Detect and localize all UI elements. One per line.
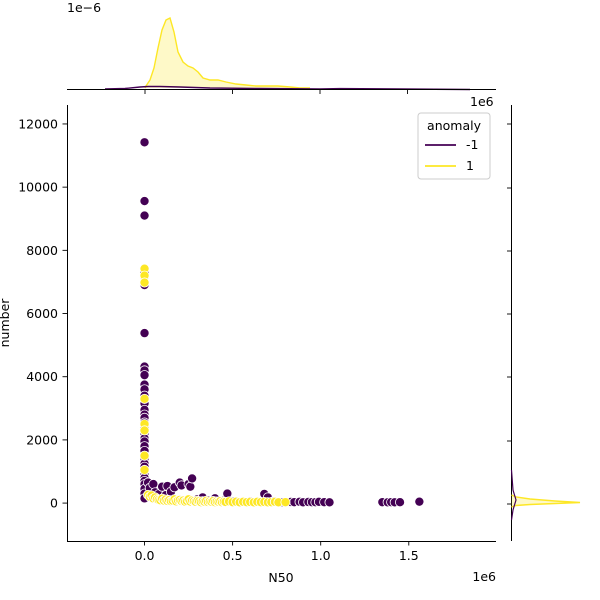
y-tick-label: 10000 <box>18 180 58 195</box>
y-tick-label: 8000 <box>26 243 58 258</box>
y-tick-label: 6000 <box>26 306 58 321</box>
scatter-point-anomaly-1 <box>139 450 150 461</box>
scatter-point-anomaly-neg1 <box>139 328 150 339</box>
kde-top-anomaly-1-line <box>144 16 310 89</box>
scatter-point-anomaly-1 <box>280 497 291 508</box>
y-tick-label: 0 <box>50 496 58 511</box>
right-marginal-kde: 1e6 <box>470 94 581 541</box>
scatter-point-anomaly-1 <box>139 464 150 475</box>
x-tick-label: 1.0 <box>311 548 331 563</box>
kde-top-anomaly-1-fill <box>145 18 310 88</box>
scatter-points <box>139 137 425 508</box>
scatter-point-anomaly-1 <box>139 393 150 404</box>
y-axis-label: number <box>0 298 12 348</box>
scatter-point-anomaly-neg1 <box>394 497 405 508</box>
scatter-point-anomaly-neg1 <box>185 481 196 492</box>
scatter-point-anomaly-neg1 <box>148 479 159 490</box>
right-offset-label: 1e6 <box>470 94 494 109</box>
x-axis-label: N50 <box>268 570 293 585</box>
scatter-point-anomaly-neg1 <box>139 210 150 221</box>
kde-right-anomaly-neg1-line <box>510 469 517 521</box>
y-tick-label: 12000 <box>18 116 58 131</box>
legend-label-neg1: -1 <box>466 137 478 152</box>
x-ticks: 0.0 0.5 1.0 1.5 <box>135 541 419 563</box>
kde-right-anomaly-1-line <box>511 494 581 508</box>
y-tick-label: 2000 <box>26 432 58 447</box>
legend-frame <box>417 112 491 180</box>
x-offset-label: 1e6 <box>472 569 496 584</box>
x-tick-label: 0.0 <box>135 548 155 563</box>
right-marginal-ticks <box>507 123 512 505</box>
scatter-point-anomaly-neg1 <box>187 473 198 484</box>
y-tick-label: 4000 <box>26 369 58 384</box>
top-marginal-offset-label: 1e−6 <box>67 0 101 15</box>
legend-title: anomaly <box>427 118 482 133</box>
main-axes: 0.0 0.5 1.0 1.5 0 2000 4000 6000 8000 10000 12000… <box>0 105 496 585</box>
x-tick-label: 0.5 <box>223 548 243 563</box>
scatter-point-anomaly-1 <box>139 425 150 436</box>
kde-top-anomaly-neg1-line <box>104 85 471 91</box>
top-marginal-ticks <box>144 89 408 94</box>
legend: anomaly -1 1 <box>417 112 491 180</box>
scatter-point-anomaly-neg1 <box>139 196 150 207</box>
scatter-point-anomaly-neg1 <box>139 137 150 148</box>
legend-label-1: 1 <box>466 158 474 173</box>
scatter-point-anomaly-neg1 <box>414 496 425 507</box>
y-ticks: 0 2000 4000 6000 8000 10000 12000 <box>18 116 67 511</box>
scatter-point-anomaly-neg1 <box>139 370 150 381</box>
top-marginal-kde: 1e−6 <box>67 0 496 94</box>
scatter-point-anomaly-1 <box>139 277 150 288</box>
x-tick-label: 1.5 <box>399 548 419 563</box>
scatter-point-anomaly-neg1 <box>324 497 335 508</box>
